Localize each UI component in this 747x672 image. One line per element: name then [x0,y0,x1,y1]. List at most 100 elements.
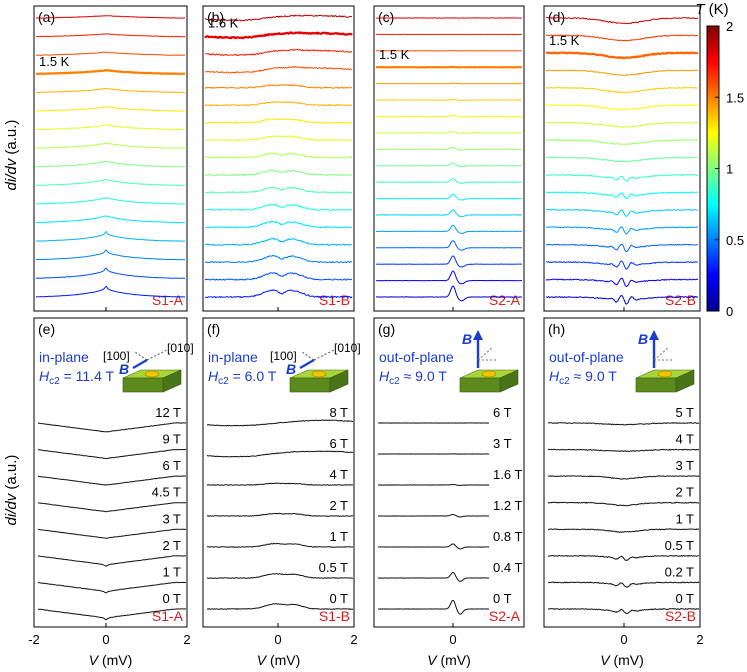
axis-010-label: [010] [334,341,361,355]
panel-g: (g) S2-A 0 V (mV) 0 T 0.4 T 0.8 T 1.2 T 1.6 T 3 T… [373,317,525,668]
trace-line [545,34,699,42]
temperature-annotation: 1.5 K [379,47,410,62]
trace-line [376,114,523,118]
trace-line [36,87,186,93]
trace-line [375,178,522,184]
trace-line [545,121,699,128]
trace-line [204,84,353,89]
trace-line [35,215,185,224]
field-trace-line [378,484,490,486]
colorbar-tick-label: 0 [726,304,733,319]
field-label: 0 T [162,591,181,606]
field-label: 0 T [493,591,512,606]
field-trace-line [206,419,354,427]
field-trace-line [547,475,700,480]
trace-line [35,285,186,298]
trace-line [376,162,523,168]
trace-line [375,130,522,134]
axis-010-line [313,349,335,361]
field-label: 6 T [493,405,512,420]
field-label: 1.6 T [493,467,522,482]
field-trace-line [37,422,186,433]
panel-label: (c) [378,9,394,25]
field-label: 3 T [493,436,512,451]
trace-line [204,169,353,176]
sample-label: S1-B [319,608,350,624]
field-orientation: in-plane [39,349,89,365]
field-symbol: B [286,361,296,377]
field-trace-line [377,599,489,615]
field-label: 0.4 T [493,560,522,575]
trace-line [545,156,699,163]
axis-100-label: [100] [270,349,297,363]
field-label: 0.2 T [665,564,694,579]
trace-line [545,139,699,146]
field-trace-line [206,603,354,610]
trace-line [35,15,186,19]
trace-line [375,209,522,218]
trace-line [545,17,699,25]
x-axis-label: V (mV) [600,652,644,668]
field-trace-line [37,608,187,621]
x-tick-label: 0 [102,632,109,647]
trace-line [375,270,522,285]
trace-line [545,294,699,305]
trace-line [545,226,699,235]
trace-line [204,272,353,281]
field-trace-line [206,573,353,579]
sample-label: S2-A [489,292,521,308]
sample-label: S1-A [152,608,184,624]
panel-frame [373,317,525,628]
axis-100-line [301,351,315,361]
trace-line [204,203,353,211]
trace-line [545,208,698,217]
field-symbol: B [119,361,129,377]
trace-line [35,69,186,76]
colorbar-tick-label: 0.5 [726,233,744,248]
trace-line [204,186,353,194]
field-arrow-icon [299,359,315,369]
block-front-face [122,377,164,393]
panel-f: (f) S1-B 0 2 V (mV) 0 T 0.5 T 1 T 2 T 4 T 6 T 8 T in… [202,317,361,668]
field-trace-line [378,513,490,518]
axis-guide-line [477,347,493,361]
axis-100-line [134,351,148,361]
trace-line [375,82,523,85]
sample-label: S1-A [152,292,184,308]
axis-010-line [146,349,168,361]
trace-line [545,174,698,183]
trace-line [376,224,523,234]
sample-block-icon [122,369,182,393]
trace-line [545,191,699,199]
colorbar-label: T (K) [695,1,728,18]
trace-line [204,31,353,40]
trace-line [36,197,186,205]
temperature-annotation: 1.6 K [208,15,239,30]
sample-label: S1-B [319,292,350,308]
field-trace-line [377,572,490,582]
field-label: 1 T [675,511,694,526]
panel-e: (e) S1-A -2 0 2 V (mV) 0 T 1 T 2 T 3 T 4.5 T 6 T 9 T… [28,317,194,668]
field-trace-line [206,482,354,486]
trace-line [35,106,186,112]
panel-label: (g) [378,321,395,337]
field-symbol: B [462,331,472,347]
trace-line [35,142,186,149]
field-label: 8 T [329,405,348,420]
axis-010-label: [010] [167,341,194,355]
x-tick-label: 2 [696,632,703,647]
trace-line [204,135,353,142]
trace-line [204,254,353,264]
x-axis-label: V (mV) [89,652,133,668]
trace-line [36,160,186,168]
colorbar: T (K) 0 0.5 1 1.5 2 [695,1,744,319]
panel-a: (a) S1-A 1.5 K [33,5,188,312]
panel-frame [373,5,525,312]
field-trace-line [37,528,187,539]
panel-label: (e) [38,321,55,337]
field-label: 0.8 T [493,529,522,544]
field-trace-line [547,555,699,561]
trace-line [375,146,523,151]
panel-frame [202,5,355,312]
